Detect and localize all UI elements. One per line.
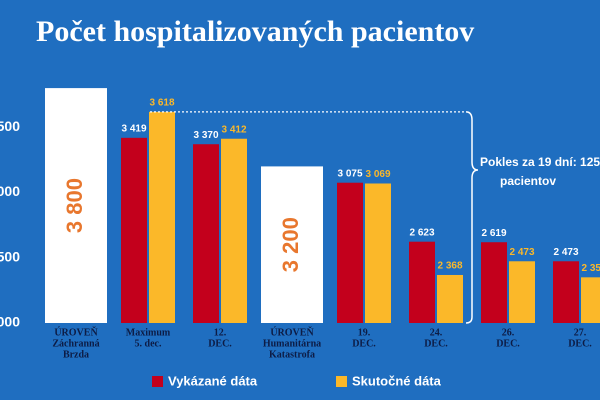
legend-label: Skutočné dáta (352, 373, 442, 388)
chart-title: Počet hospitalizovaných pacientov (36, 15, 474, 48)
level-bar (45, 88, 107, 323)
brace (465, 111, 479, 324)
x-tick-label: DEC. (352, 338, 376, 349)
value-label: 3 069 (365, 169, 390, 180)
level-bar (261, 166, 323, 323)
x-tick-label: DEC. (424, 338, 448, 349)
x-tick-label: Maximum (126, 327, 171, 338)
x-tick-label: DEC. (208, 338, 232, 349)
x-tick-label: ÚROVEŇ (54, 326, 98, 338)
value-label: 3 370 (193, 130, 218, 141)
x-tick-label: Záchranná (52, 338, 99, 349)
value-label: 2 350 (581, 263, 600, 274)
legend-label: Vykázané dáta (168, 373, 258, 388)
bar (193, 144, 219, 323)
bar (437, 274, 463, 323)
y-tick-label: 3 500 (0, 118, 20, 134)
x-tick-label: 19. (358, 327, 371, 338)
legend-swatch (336, 376, 347, 387)
x-tick-label: Humanitárna (263, 338, 321, 349)
value-label: 2 368 (437, 261, 462, 272)
x-tick-label: 24. (430, 327, 443, 338)
legend-swatch (152, 376, 163, 387)
bar (409, 241, 435, 323)
value-label: 3 075 (337, 168, 362, 179)
level-label: 3 200 (278, 217, 303, 272)
bar (481, 242, 507, 323)
x-tick-label: DEC. (568, 338, 592, 349)
bar (121, 137, 147, 323)
x-tick-label: 5. dec. (135, 338, 162, 349)
bar (221, 138, 247, 323)
value-label: 2 473 (509, 247, 534, 258)
x-tick-label: Brzda (63, 349, 89, 360)
value-label: 2 623 (409, 227, 434, 238)
y-tick-label: 2 500 (0, 248, 20, 264)
level-label: 3 800 (62, 178, 87, 233)
x-tick-label: ÚROVEŇ (270, 326, 314, 338)
bar (581, 277, 600, 323)
value-label: 3 618 (149, 97, 174, 108)
x-tick-label: DEC. (496, 338, 520, 349)
bar (149, 111, 175, 323)
bar (509, 261, 535, 323)
value-label: 3 419 (121, 123, 146, 134)
x-tick-label: 26. (502, 327, 515, 338)
value-label: 2 619 (481, 228, 506, 239)
value-label: 2 473 (553, 247, 578, 258)
y-tick-label: 2 000 (0, 314, 20, 330)
y-tick-label: 3 000 (0, 183, 20, 199)
annotation-text: pacientov (500, 174, 556, 188)
x-tick-label: 12. (214, 327, 227, 338)
bar (337, 182, 363, 323)
bar (553, 261, 579, 323)
annotation-text: Pokles za 19 dní: 1250 (480, 155, 600, 169)
x-tick-label: Katastrofa (269, 349, 315, 360)
value-label: 3 412 (221, 124, 246, 135)
x-tick-label: 27. (574, 327, 587, 338)
bar (365, 183, 391, 323)
